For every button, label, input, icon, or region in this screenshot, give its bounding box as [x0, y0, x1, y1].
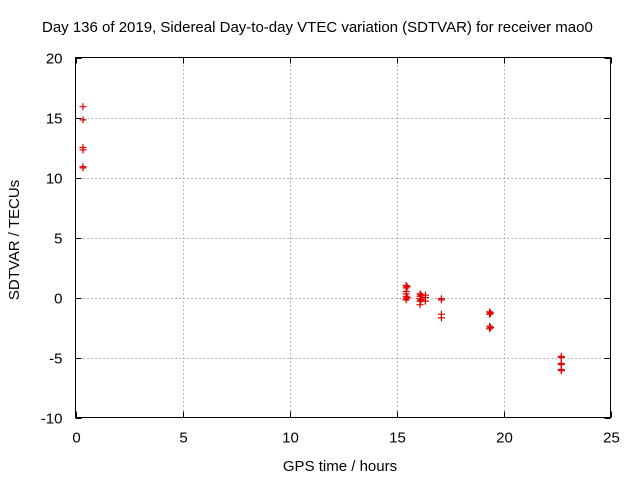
- x-tick-label: 25: [603, 430, 620, 447]
- x-tick-label: 0: [72, 430, 80, 447]
- x-axis-ticks: 0 5 10 15 20 25: [72, 57, 620, 447]
- y-tick-label: 20: [46, 51, 63, 68]
- data-point: [417, 296, 425, 304]
- data-points: [79, 103, 565, 375]
- data-point: [437, 296, 445, 304]
- data-point: [403, 294, 411, 301]
- data-point: [487, 309, 495, 317]
- x-axis-label: GPS time / hours: [283, 458, 397, 475]
- data-point: [437, 314, 445, 322]
- plot-frame: [75, 57, 611, 418]
- data-point: [79, 146, 87, 154]
- data-point: [486, 325, 494, 333]
- y-tick-label: 5: [54, 231, 62, 248]
- data-point: [416, 301, 424, 309]
- data-point: [403, 283, 411, 291]
- y-axis-label: SDTVAR / TECUs: [6, 180, 23, 300]
- x-tick-label: 10: [282, 430, 299, 447]
- data-point: [79, 103, 87, 111]
- y-tick-label: -10: [41, 411, 63, 428]
- x-tick-label: 15: [389, 430, 406, 447]
- y-tick-label: 10: [46, 171, 63, 188]
- data-point: [487, 324, 495, 331]
- data-point: [79, 164, 87, 172]
- y-tick-label: 15: [46, 111, 63, 128]
- y-tick-label: -5: [49, 351, 62, 368]
- y-axis-ticks: -10 -5 0 5 10 15 20: [41, 51, 611, 428]
- x-tick-label: 5: [179, 430, 187, 447]
- data-point: [79, 116, 87, 124]
- y-tick-label: 0: [54, 291, 62, 308]
- data-point: [557, 367, 565, 375]
- grid-lines: [75, 57, 611, 418]
- x-tick-label: 20: [496, 430, 513, 447]
- chart-title: Day 136 of 2019, Sidereal Day-to-day VTE…: [42, 19, 593, 36]
- data-point: [557, 354, 565, 361]
- data-point: [486, 310, 494, 318]
- data-point: [421, 297, 429, 305]
